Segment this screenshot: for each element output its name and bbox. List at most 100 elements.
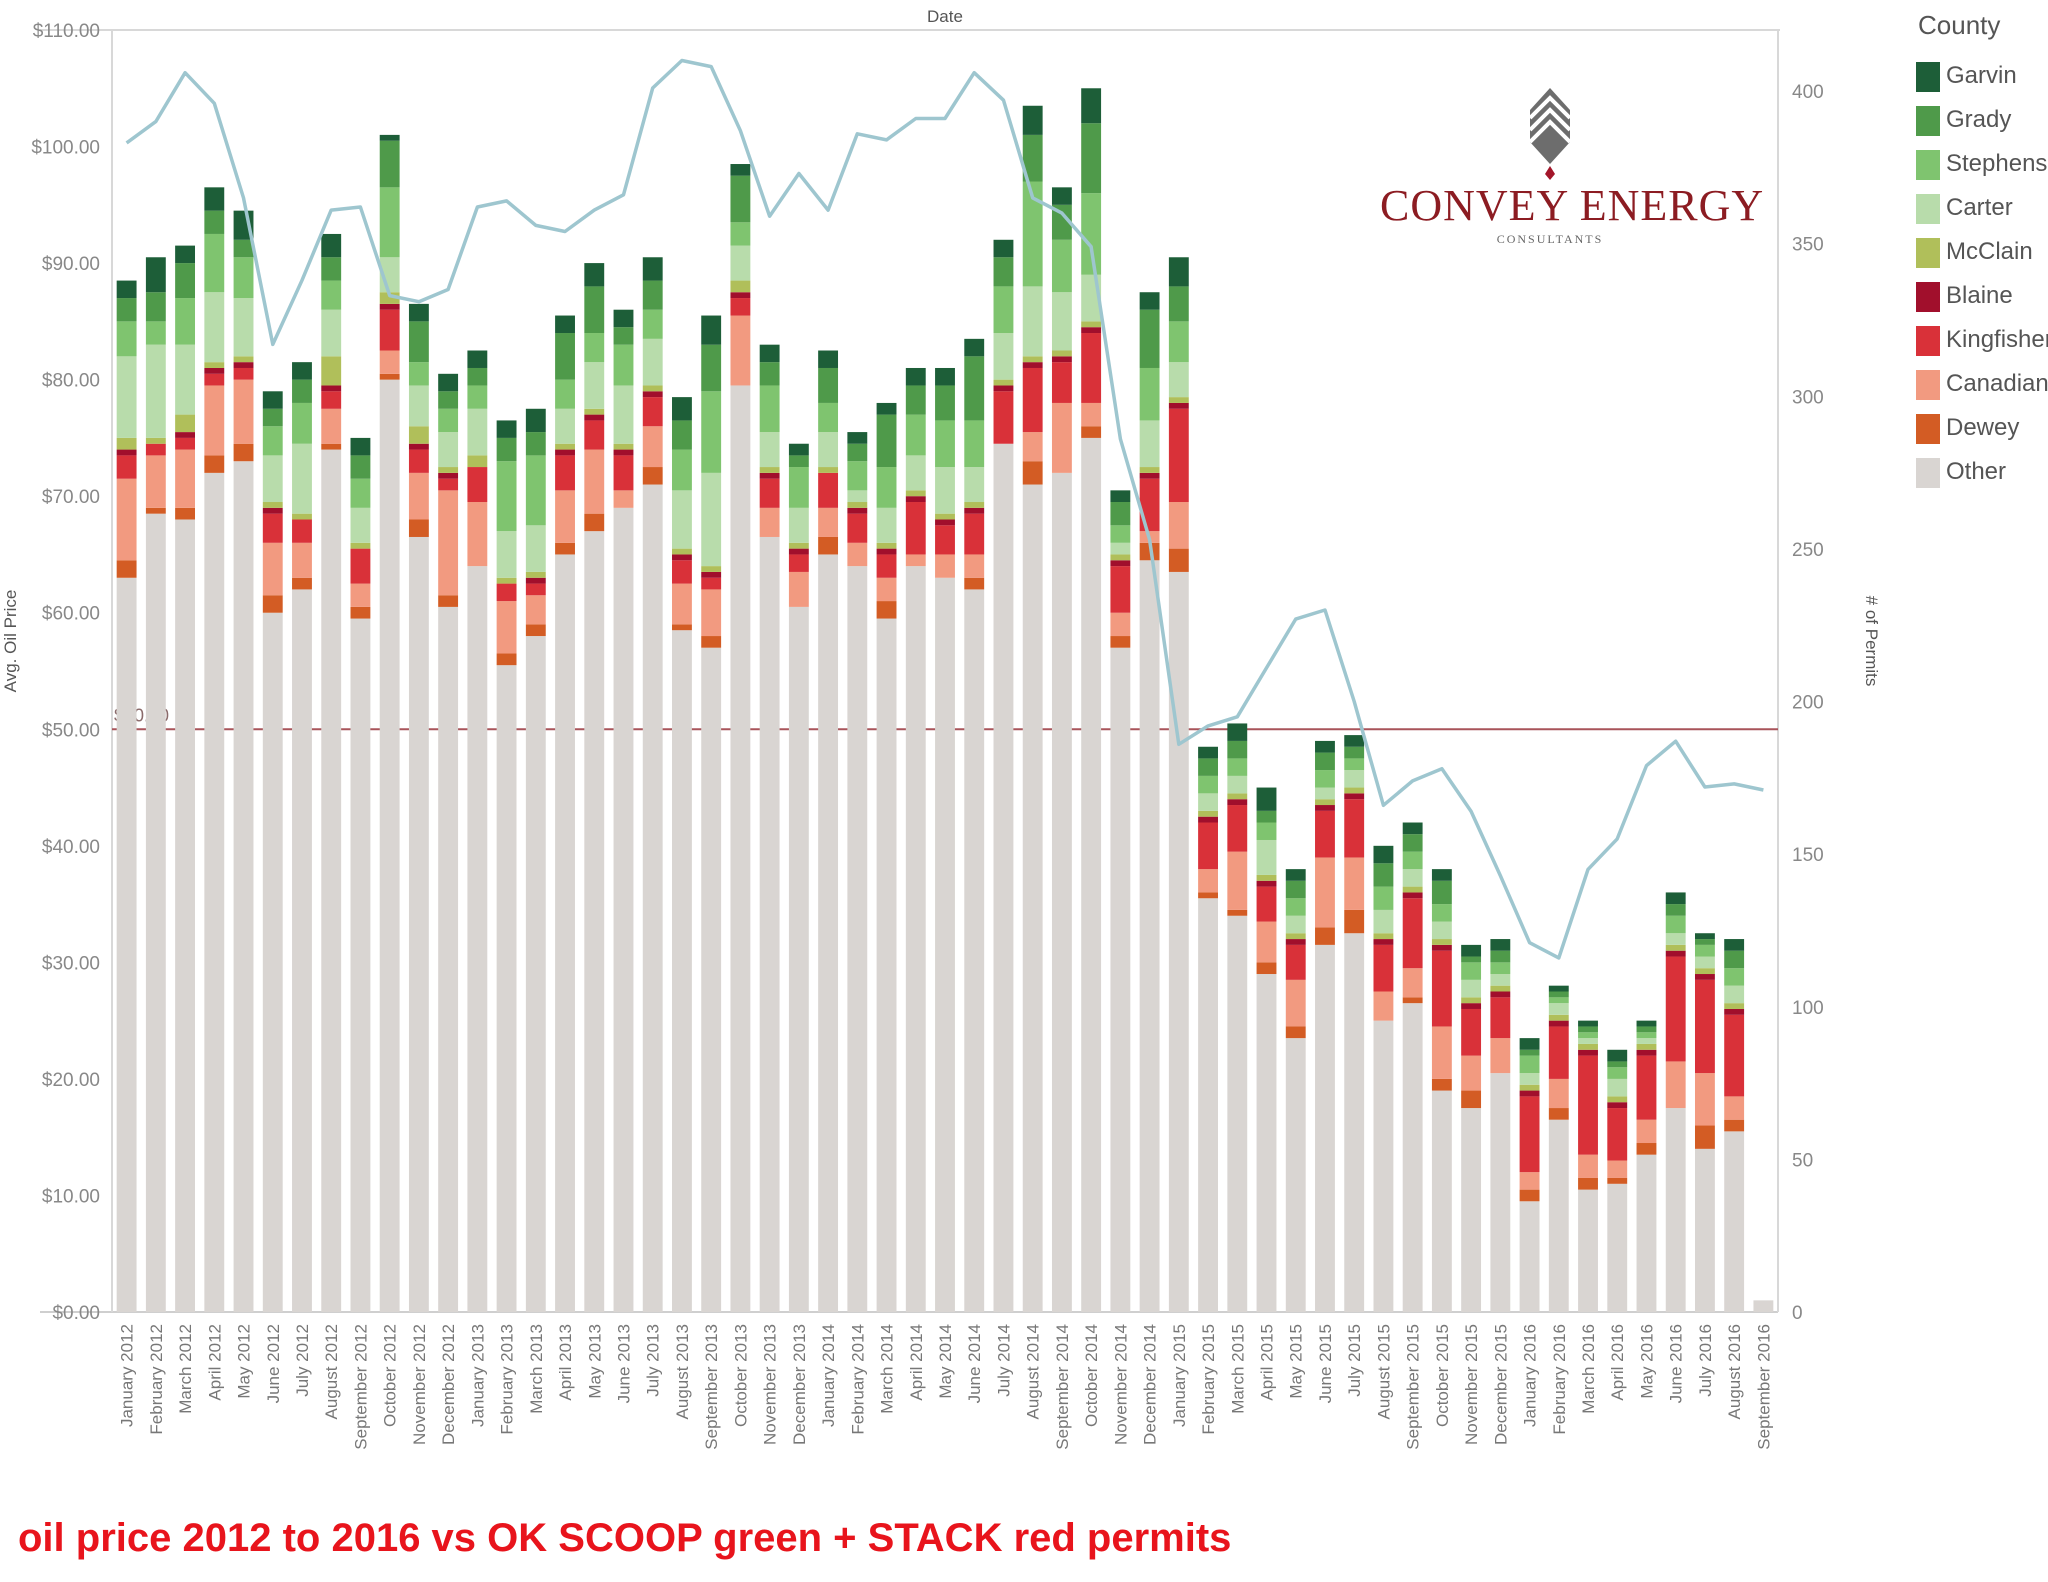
bar-segment-other	[467, 566, 488, 1312]
bar-segment-kingfisher	[1373, 944, 1394, 992]
bar-segment-kingfisher	[1490, 997, 1511, 1039]
bar-segment-kingfisher	[1198, 822, 1218, 870]
bar-segment-blaine	[204, 367, 225, 374]
bar-segment-canadian	[379, 350, 400, 374]
bar-segment-stephens	[1694, 944, 1715, 957]
bar-segment-blaine	[525, 577, 546, 584]
bar-segment-stephens	[1665, 915, 1686, 934]
bar-segment-other	[1461, 1108, 1482, 1312]
bar-segment-carter	[1519, 1073, 1540, 1085]
bar-segment-grady	[1665, 904, 1686, 916]
bar-segment-grady	[642, 280, 663, 310]
bar-segment-other	[1665, 1108, 1686, 1312]
x-tick-label: September 2014	[1053, 1324, 1072, 1450]
bar-segment-garvin	[1081, 88, 1102, 124]
bar-segment-grady	[1081, 123, 1102, 194]
bar-segment-stephens	[788, 467, 809, 508]
bar-segment-other	[1431, 1090, 1452, 1312]
bar-segment-mcclain	[1168, 397, 1189, 403]
bar-segment-stephens	[1636, 1032, 1657, 1039]
bar-segment-kingfisher	[496, 583, 517, 602]
bar-segment-canadian	[1227, 851, 1248, 910]
x-tick-label: November 2015	[1462, 1324, 1481, 1445]
bar-segment-kingfisher	[1168, 408, 1189, 503]
x-tick-label: February 2014	[848, 1324, 867, 1435]
x-tick-label: April 2016	[1608, 1324, 1627, 1401]
bar-segment-canadian	[1607, 1160, 1628, 1178]
bar-segment-canadian	[555, 490, 575, 543]
bar-segment-stephens	[1110, 525, 1131, 543]
bar-segment-garvin	[1636, 1020, 1657, 1027]
bar-segment-blaine	[1724, 1008, 1745, 1015]
bar-segment-stephens	[847, 461, 868, 491]
bar-segment-garvin	[1051, 187, 1072, 205]
bar-segment-grady	[116, 298, 137, 322]
bar-segment-stephens	[905, 414, 926, 456]
x-tick-label: January 2014	[819, 1324, 838, 1427]
x-tick-label: April 2014	[907, 1324, 926, 1401]
bar-segment-dewey	[1022, 461, 1043, 485]
bar-segment-garvin	[1519, 1038, 1540, 1050]
bar-segment-canadian	[438, 490, 459, 596]
legend-swatch	[1916, 106, 1940, 136]
x-tick-label: July 2016	[1696, 1324, 1715, 1397]
bar-segment-carter	[1402, 869, 1423, 887]
bar-segment-carter	[233, 298, 254, 357]
bar-segment-dewey	[262, 595, 283, 613]
axes: Date $0.00 $10.00 $20.00 $30.00 $40.00 $50.00 $…	[1, 7, 1881, 1324]
bar-segment-other	[1607, 1183, 1628, 1312]
bar-segment-garvin	[1022, 105, 1043, 135]
x-tick-label: November 2012	[410, 1324, 429, 1445]
bar-segment-other	[613, 507, 634, 1312]
right-tick-label: 0	[1792, 1303, 1803, 1324]
bar-segment-canadian	[525, 595, 546, 625]
bar-segment-blaine	[1344, 793, 1365, 800]
x-tick-label: December 2012	[439, 1324, 458, 1445]
bar-segment-dewey	[438, 595, 459, 607]
bar-segment-carter	[613, 385, 634, 444]
bar-segment-garvin	[1227, 723, 1248, 741]
bar-segment-mcclain	[1519, 1084, 1540, 1091]
bar-segment-kingfisher	[467, 467, 488, 503]
left-tick-label: $60.00	[42, 604, 100, 625]
bar-segment-stephens	[1168, 321, 1189, 363]
bar-segment-other	[1519, 1201, 1540, 1312]
bar-segment-blaine	[555, 449, 575, 456]
bar-segment-kingfisher	[1051, 362, 1072, 403]
bar-segment-canadian	[1461, 1055, 1482, 1091]
x-tick-label: June 2014	[965, 1324, 984, 1403]
bar-segment-other	[1198, 898, 1218, 1312]
bar-segment-carter	[642, 338, 663, 386]
bar-segment-canadian	[175, 449, 196, 508]
bar-segment-grady	[993, 257, 1014, 287]
bar-segment-grady	[1373, 863, 1394, 887]
bar-segment-kingfisher	[935, 525, 955, 555]
bar-segment-grady	[1694, 939, 1715, 945]
bar-segment-stephens	[730, 222, 751, 246]
bar-segment-carter	[1373, 909, 1394, 934]
bar-segment-dewey	[1519, 1189, 1540, 1202]
bar-segment-canadian	[1110, 612, 1131, 637]
bar-segment-grady	[1139, 309, 1160, 368]
bar-segment-other	[847, 566, 868, 1312]
bar-segment-garvin	[408, 303, 429, 322]
bar-segment-stephens	[935, 420, 955, 468]
bar-segment-grady	[1402, 834, 1423, 852]
bar-segment-kingfisher	[145, 443, 166, 456]
legend-label: Carter	[1946, 194, 2013, 221]
x-tick-label: May 2016	[1638, 1324, 1657, 1399]
bar-segment-canadian	[467, 502, 488, 567]
x-tick-label: February 2016	[1550, 1324, 1569, 1435]
bar-segment-kingfisher	[1110, 566, 1131, 613]
bar-segment-grady	[1285, 880, 1306, 899]
bar-segment-blaine	[905, 496, 926, 503]
bar-segment-stephens	[496, 461, 517, 532]
bar-segment-stephens	[116, 321, 137, 357]
bar-segment-mcclain	[204, 362, 225, 368]
bar-segment-carter	[818, 432, 839, 468]
bar-segment-dewey	[1315, 927, 1335, 945]
x-tick-label: March 2016	[1579, 1324, 1598, 1414]
right-tick-label: 250	[1792, 540, 1824, 561]
bar-segment-grady	[1022, 134, 1043, 182]
bar-segment-stephens	[1548, 997, 1569, 1004]
